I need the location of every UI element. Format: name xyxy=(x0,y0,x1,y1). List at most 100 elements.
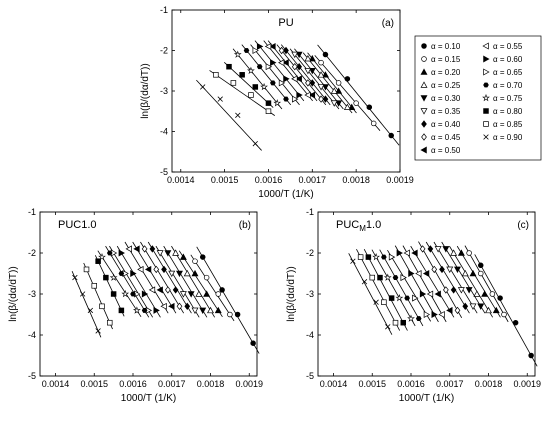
series-0.70 xyxy=(379,249,424,327)
data-point xyxy=(305,79,311,87)
fit-line xyxy=(307,52,357,114)
data-point xyxy=(501,311,507,318)
y-tick-label: -4 xyxy=(306,330,314,340)
data-point xyxy=(243,48,250,53)
data-point xyxy=(179,291,187,298)
fit-line xyxy=(433,241,478,314)
data-point xyxy=(454,306,461,315)
legend-label: α = 0.70 xyxy=(493,81,523,90)
legend-label: α = 0.50 xyxy=(431,146,461,155)
x-tick-label: 0.0014 xyxy=(42,379,70,389)
panel-label: (a) xyxy=(382,18,394,29)
data-point xyxy=(461,269,469,277)
data-point xyxy=(450,249,458,256)
fit-line xyxy=(449,245,494,318)
data-point xyxy=(195,290,203,297)
series-0.35 xyxy=(155,245,200,318)
series-0.10 xyxy=(317,44,400,146)
data-point xyxy=(133,245,140,253)
data-point xyxy=(438,311,445,318)
data-point xyxy=(377,274,383,281)
data-point xyxy=(322,95,329,103)
legend-label: α = 0.55 xyxy=(493,42,523,51)
fit-line xyxy=(71,271,102,338)
data-point xyxy=(164,250,172,257)
fit-line xyxy=(317,44,400,146)
y-tick-label: -5 xyxy=(28,371,36,381)
fit-line xyxy=(356,249,401,331)
x-tick-label: 0.0016 xyxy=(255,175,283,185)
data-point xyxy=(172,286,179,294)
data-point xyxy=(233,50,242,58)
data-point xyxy=(141,307,148,313)
legend-label: α = 0.80 xyxy=(493,107,523,116)
x-tick-label: 0.0016 xyxy=(119,379,147,389)
data-point xyxy=(427,245,434,253)
data-point xyxy=(165,286,171,294)
data-point xyxy=(443,286,449,294)
data-point xyxy=(83,266,90,273)
data-point xyxy=(270,80,276,86)
legend-marker xyxy=(421,120,427,128)
series-0.80 xyxy=(363,249,408,331)
series-0.45 xyxy=(418,241,463,318)
legend-label: α = 0.15 xyxy=(431,55,461,64)
legend-label: α = 0.90 xyxy=(493,133,523,142)
data-point xyxy=(109,273,118,281)
data-point xyxy=(318,95,324,103)
data-point xyxy=(219,287,225,293)
data-point xyxy=(335,80,342,86)
data-point xyxy=(385,324,391,330)
series-0.20 xyxy=(307,52,357,114)
data-point xyxy=(234,311,241,318)
x-tick-label: 0.0015 xyxy=(211,175,239,185)
data-point xyxy=(98,253,106,261)
x-axis-label: 1000/T (1/K) xyxy=(121,393,176,404)
y-axis-label: ln(β/(dα/dT)) xyxy=(8,266,19,321)
data-point xyxy=(203,274,210,281)
panel-title: PU xyxy=(278,17,293,29)
x-tick-label: 0.0018 xyxy=(342,175,370,185)
legend-marker xyxy=(421,43,427,49)
data-point xyxy=(415,316,422,322)
series-0.10 xyxy=(196,246,260,354)
legend-marker xyxy=(420,95,428,102)
fit-line xyxy=(116,245,161,318)
data-point xyxy=(423,311,431,318)
data-point xyxy=(322,51,329,58)
data-point xyxy=(308,54,316,62)
data-point xyxy=(296,91,303,99)
panel-c: 0.0014 0.0015 0.0016 0.0017 0.0018 0.0019 -1 -2… xyxy=(286,207,541,404)
data-point xyxy=(400,274,407,282)
fit-line xyxy=(105,245,150,318)
data-point xyxy=(125,245,132,253)
fit-line xyxy=(163,245,208,318)
series-0.15 xyxy=(464,245,509,323)
data-point xyxy=(466,250,472,256)
series-0.90 xyxy=(71,271,102,338)
series-0.75 xyxy=(97,250,142,318)
series-0.80 xyxy=(94,255,125,317)
data-point xyxy=(419,245,426,253)
data-point xyxy=(291,75,298,83)
fit-line xyxy=(196,79,262,151)
data-point xyxy=(191,269,199,277)
data-point xyxy=(213,72,219,78)
data-point xyxy=(404,295,410,301)
data-point xyxy=(317,71,325,78)
x-tick-label: 0.0014 xyxy=(320,379,348,389)
fit-line xyxy=(155,245,200,318)
legend-label: α = 0.75 xyxy=(493,94,523,103)
fit-line xyxy=(124,241,169,314)
data-point xyxy=(230,80,237,86)
y-tick-label: -3 xyxy=(306,289,314,299)
data-point xyxy=(248,92,254,98)
y-tick-label: -4 xyxy=(160,127,168,137)
data-point xyxy=(176,302,183,310)
data-point xyxy=(215,291,222,297)
fit-line xyxy=(83,262,113,330)
data-point xyxy=(478,270,484,277)
series-0.50 xyxy=(267,40,318,102)
data-point xyxy=(392,275,399,281)
x-tick-label: 0.0017 xyxy=(436,379,464,389)
